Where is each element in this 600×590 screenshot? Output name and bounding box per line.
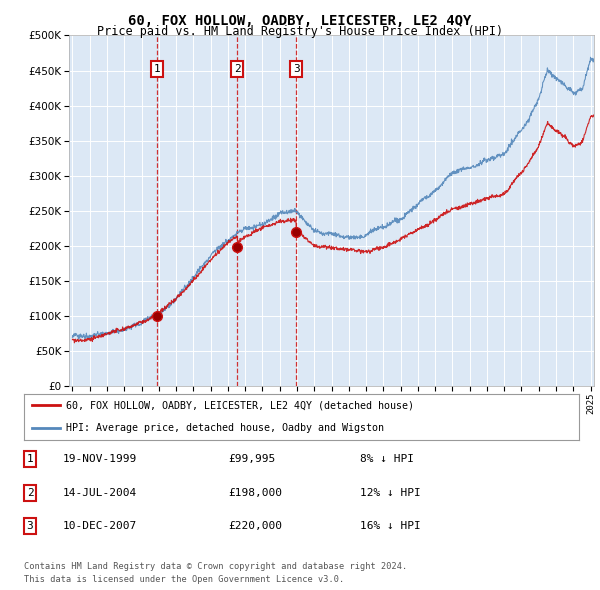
Text: Price paid vs. HM Land Registry's House Price Index (HPI): Price paid vs. HM Land Registry's House … [97,25,503,38]
Text: 3: 3 [293,64,299,74]
Text: 60, FOX HOLLOW, OADBY, LEICESTER, LE2 4QY: 60, FOX HOLLOW, OADBY, LEICESTER, LE2 4Q… [128,14,472,28]
Text: 60, FOX HOLLOW, OADBY, LEICESTER, LE2 4QY (detached house): 60, FOX HOLLOW, OADBY, LEICESTER, LE2 4Q… [65,400,413,410]
Text: 3: 3 [26,522,34,531]
Text: 2: 2 [234,64,241,74]
Text: 10-DEC-2007: 10-DEC-2007 [63,522,137,531]
Text: 8% ↓ HPI: 8% ↓ HPI [360,454,414,464]
Text: £198,000: £198,000 [228,488,282,497]
Text: £99,995: £99,995 [228,454,275,464]
Text: 1: 1 [154,64,160,74]
Text: 16% ↓ HPI: 16% ↓ HPI [360,522,421,531]
Text: 12% ↓ HPI: 12% ↓ HPI [360,488,421,497]
Text: £220,000: £220,000 [228,522,282,531]
Text: 14-JUL-2004: 14-JUL-2004 [63,488,137,497]
Text: 19-NOV-1999: 19-NOV-1999 [63,454,137,464]
Text: 1: 1 [26,454,34,464]
Text: Contains HM Land Registry data © Crown copyright and database right 2024.: Contains HM Land Registry data © Crown c… [24,562,407,571]
Text: 2: 2 [26,488,34,497]
Text: This data is licensed under the Open Government Licence v3.0.: This data is licensed under the Open Gov… [24,575,344,584]
Text: HPI: Average price, detached house, Oadby and Wigston: HPI: Average price, detached house, Oadb… [65,423,383,433]
